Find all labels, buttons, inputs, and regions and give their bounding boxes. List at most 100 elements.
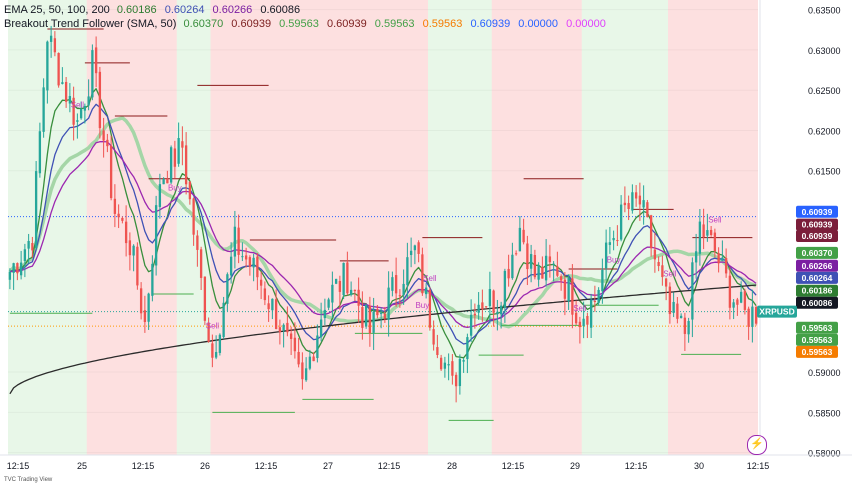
- candle-body: [192, 198, 195, 235]
- candle-body: [353, 289, 357, 292]
- candle-body: [481, 302, 484, 310]
- candle-body: [466, 337, 469, 360]
- candle-body: [158, 184, 162, 207]
- candle-body: [91, 50, 94, 98]
- candle-body: [653, 249, 657, 260]
- candle-body: [42, 87, 45, 132]
- candle-body: [473, 313, 477, 316]
- candle-body: [601, 269, 604, 292]
- candle-body: [739, 291, 743, 303]
- candle-body: [346, 262, 349, 294]
- ema100-line: [9, 140, 757, 329]
- footer-note: TVC Trading View: [4, 477, 53, 483]
- candle-body: [514, 253, 518, 255]
- price-axis-bg: [760, 0, 852, 485]
- candle-body: [439, 357, 443, 370]
- candle-body: [248, 257, 252, 267]
- candle-body: [694, 251, 698, 263]
- candle-body: [447, 364, 450, 366]
- candle-body: [139, 288, 143, 314]
- ema50-line: [9, 103, 757, 345]
- candle-body: [316, 335, 319, 359]
- candle-body: [233, 226, 237, 257]
- candle-body: [683, 317, 687, 334]
- trend-region-up: [8, 0, 91, 455]
- candle-body: [121, 217, 124, 221]
- candle-body: [76, 120, 79, 122]
- candle-body: [676, 303, 679, 319]
- candle-body: [334, 278, 338, 284]
- trend-region-up: [176, 0, 215, 455]
- candle-body: [631, 192, 634, 211]
- y-tick-label: 0.62000: [808, 126, 841, 136]
- candle-body: [608, 242, 612, 245]
- candle-body: [136, 246, 139, 286]
- candle-body: [177, 138, 180, 164]
- candle-body: [64, 81, 68, 102]
- candle-body: [544, 255, 548, 281]
- price-tag: [796, 259, 838, 272]
- ema200-line: [9, 284, 757, 395]
- candle-body: [301, 362, 304, 380]
- candle-body: [511, 254, 514, 279]
- candle-body: [574, 312, 578, 324]
- candle-body: [582, 318, 585, 327]
- candle-body: [507, 268, 510, 279]
- candle-body: [443, 362, 447, 369]
- candle-body: [638, 195, 642, 205]
- candle-body: [668, 286, 672, 315]
- price-tag-label: 0.60266: [802, 261, 833, 271]
- candle-body: [736, 299, 739, 305]
- candle-body: [72, 97, 75, 125]
- candle-body: [537, 265, 540, 280]
- candle-body: [154, 205, 158, 266]
- price-tag-label: 0.60939: [802, 231, 833, 241]
- x-tick-label: 12:15: [132, 461, 155, 471]
- x-tick-label: 30: [694, 461, 704, 471]
- candle-body: [331, 284, 334, 303]
- flash-icon[interactable]: ⚡: [747, 435, 767, 455]
- candle-body: [8, 271, 12, 280]
- trend-region-down: [491, 0, 586, 455]
- candle-body: [751, 306, 754, 327]
- candle-body: [503, 270, 507, 308]
- x-tick-label: 12:15: [378, 461, 401, 471]
- price-tag-label: 0.60939: [802, 207, 833, 217]
- candle-body: [162, 178, 165, 185]
- candle-body: [409, 250, 413, 256]
- candle-body: [541, 266, 544, 279]
- candle-body: [181, 141, 184, 148]
- candle-body: [578, 321, 582, 328]
- price-tag-label: 0.59563: [802, 323, 833, 333]
- candle-body: [199, 249, 203, 278]
- candle-body: [368, 305, 372, 334]
- candle-body: [357, 289, 360, 306]
- candle-body: [128, 240, 132, 256]
- candle-body: [113, 198, 117, 214]
- candle-body: [211, 343, 214, 358]
- candle-body: [271, 298, 274, 311]
- candle-body: [327, 299, 330, 308]
- candle-body: [616, 240, 619, 242]
- candle-body: [57, 52, 60, 86]
- candle-body: [552, 263, 555, 265]
- price-tag-label: 0.60939: [802, 220, 833, 230]
- candle-body: [717, 253, 720, 264]
- candle-body: [364, 304, 368, 327]
- candle-body: [263, 288, 267, 301]
- candle-body: [124, 221, 128, 244]
- candle-body: [286, 322, 289, 333]
- candle-body: [402, 283, 405, 295]
- candle-body: [642, 200, 645, 208]
- candle-body: [304, 368, 308, 381]
- candle-body: [98, 71, 102, 129]
- candle-body: [394, 275, 398, 294]
- candle-body: [166, 178, 169, 184]
- candle-body: [417, 242, 420, 254]
- candle-body: [79, 108, 83, 119]
- signal-buy-label: Buy: [607, 255, 621, 264]
- candle-body: [754, 307, 758, 324]
- ema25-line: [9, 88, 757, 359]
